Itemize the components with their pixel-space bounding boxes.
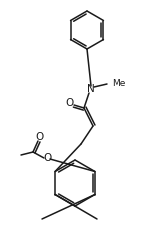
Text: O: O	[43, 153, 51, 163]
Text: O: O	[35, 132, 43, 142]
Text: Me: Me	[112, 79, 125, 88]
Text: O: O	[66, 98, 74, 108]
Text: N: N	[87, 84, 95, 94]
